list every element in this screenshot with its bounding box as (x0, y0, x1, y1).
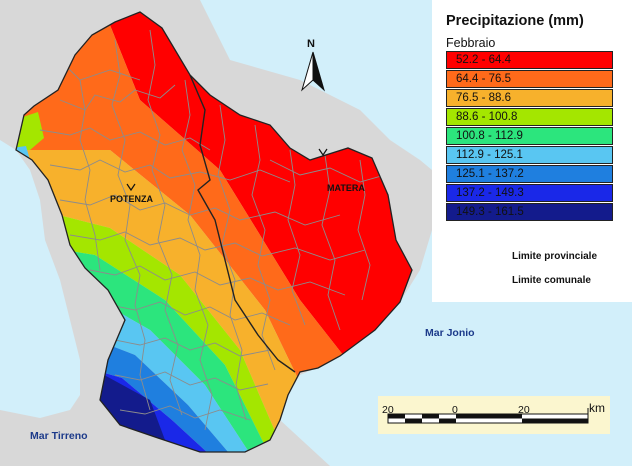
legend-label: 88.6 - 100.8 (456, 110, 518, 123)
municipal-borders (39, 29, 386, 431)
legend-label: 52.2 - 64.4 (456, 53, 511, 66)
legend-swatch: 76.5 - 88.6 (446, 89, 613, 107)
legend-label: 137.2 - 149.3 (456, 186, 524, 199)
sea-label-jonio: Mar Jonio (425, 327, 475, 339)
scale-unit: km (589, 401, 605, 415)
legend-item: 100.8 - 112.9 (446, 127, 613, 145)
sea-label-tirreno: Mar Tirreno (30, 430, 88, 442)
zone-52-64 (100, 12, 412, 452)
city-label-matera: MATERA (327, 183, 365, 193)
north-label: N (307, 38, 315, 50)
scale-tick-zero: 0 (452, 404, 458, 416)
legend-swatch: 149.3 - 161.5 (446, 203, 613, 221)
legend-item: 88.6 - 100.8 (446, 108, 613, 126)
scale-bar (387, 408, 589, 424)
tyrrhenian-coast (0, 140, 80, 418)
legend-comunale-label: Limite comunale (512, 275, 591, 286)
legend-label: 112.9 - 125.1 (456, 148, 523, 161)
legend-swatch: 88.6 - 100.8 (446, 108, 613, 126)
legend-item: 125.1 - 137.2 (446, 165, 613, 183)
potenza-marker (126, 183, 136, 192)
legend-swatch: 52.2 - 64.4 (446, 51, 613, 69)
legend-item: 137.2 - 149.3 (446, 184, 613, 202)
legend-title: Precipitazione (mm) (446, 13, 584, 29)
matera-marker (318, 148, 328, 157)
legend-item: 64.4 - 76.5 (446, 70, 613, 88)
provincial-border (189, 74, 296, 373)
legend-label: 64.4 - 76.5 (456, 72, 511, 85)
legend-label: 76.5 - 88.6 (456, 91, 511, 104)
legend-label: 149.3 - 161.5 (456, 205, 524, 218)
legend-item: 76.5 - 88.6 (446, 89, 613, 107)
legend-swatch: 100.8 - 112.9 (446, 127, 613, 145)
scale-tick-left: 20 (382, 404, 394, 416)
legend-swatch: 125.1 - 137.2 (446, 165, 613, 183)
legend-item: 52.2 - 64.4 (446, 51, 613, 69)
north-arrow-icon (301, 51, 325, 92)
legend-subtitle: Febbraio (446, 36, 496, 50)
legend-swatch: 112.9 - 125.1 (446, 146, 613, 164)
legend-label: 100.8 - 112.9 (456, 129, 523, 142)
legend-item: 149.3 - 161.5 (446, 203, 613, 221)
scale-tick-right: 20 (518, 404, 530, 416)
legend-swatch: 137.2 - 149.3 (446, 184, 613, 202)
legend-swatch: 64.4 - 76.5 (446, 70, 613, 88)
region-outline (15, 11, 413, 453)
legend-label: 125.1 - 137.2 (456, 167, 524, 180)
legend-provincial-label: Limite provinciale (512, 251, 598, 262)
city-label-potenza: POTENZA (110, 194, 154, 204)
zone-64-76 (16, 12, 412, 452)
legend-item: 112.9 - 125.1 (446, 146, 613, 164)
